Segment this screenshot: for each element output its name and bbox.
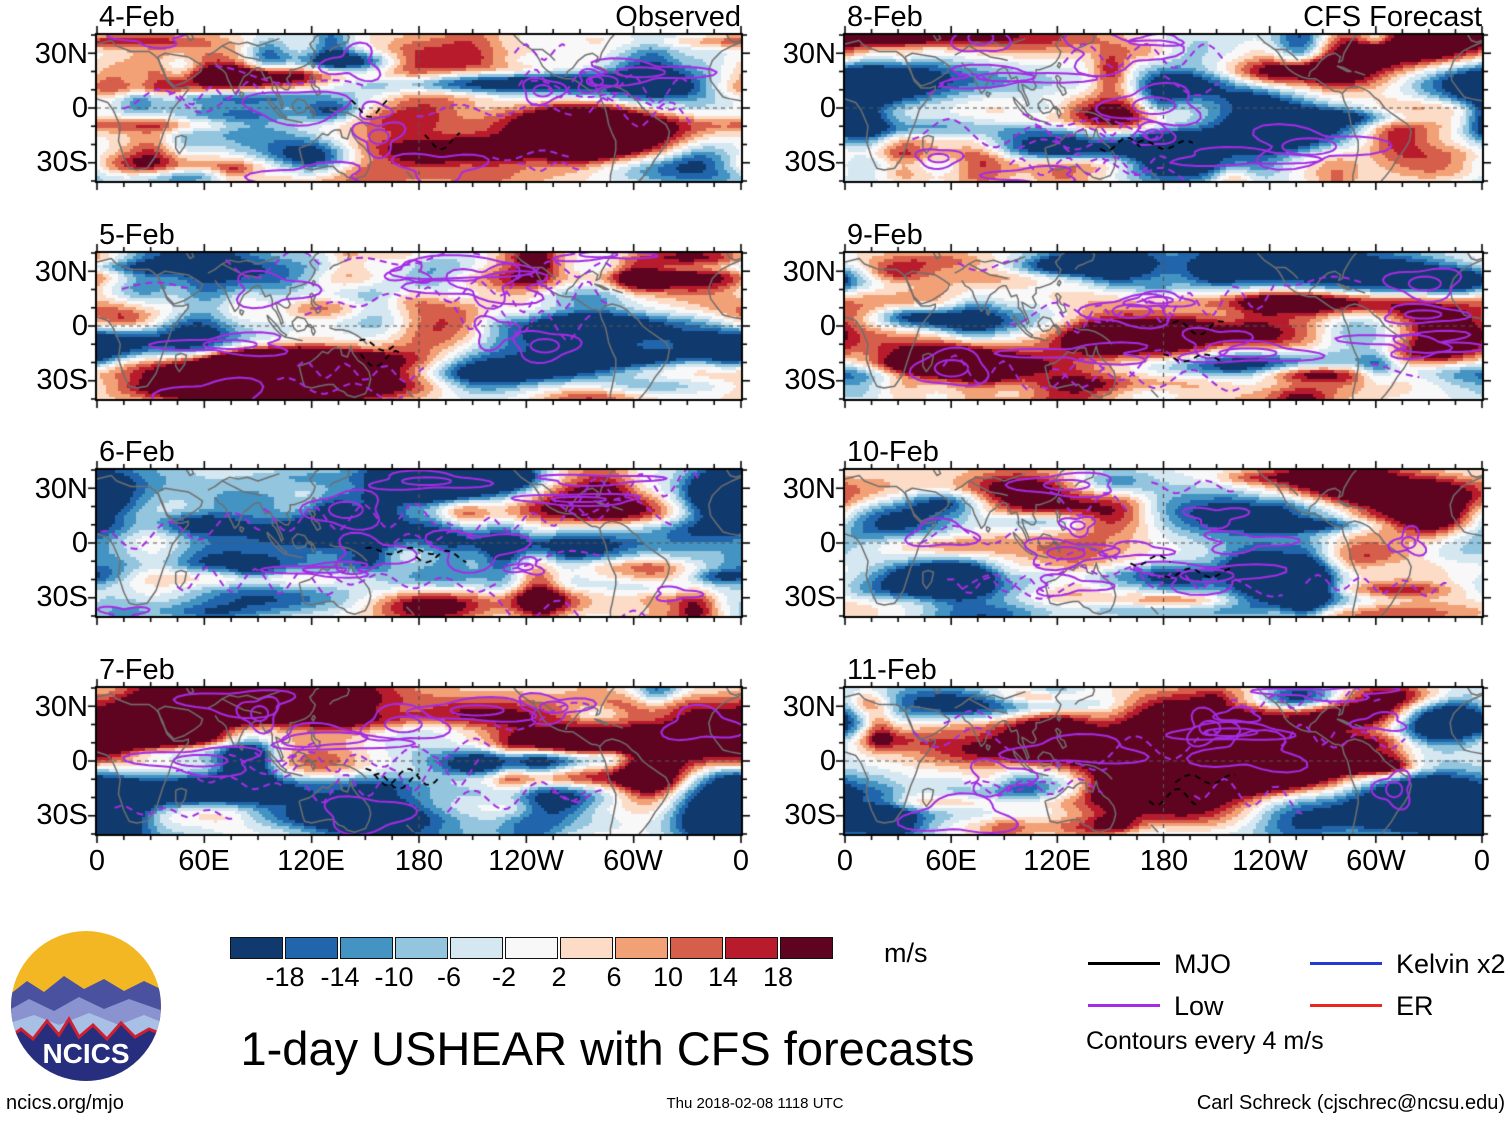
x-tick-label: 120W [1232,845,1308,877]
panel-date-label: 10-Feb [847,436,939,468]
y-tick-label: 30S [784,146,836,178]
legend-label-low: Low [1174,991,1224,1021]
map-panel-6feb-observed [85,458,753,628]
colorbar-tick-label: -2 [491,962,517,992]
map-panel-5feb-observed [85,241,753,411]
x-tick-label: 60E [925,845,977,877]
colorbar-segment [230,937,283,959]
figure-title: 1-day USHEAR with CFS forecasts [240,1022,975,1075]
colorbar-segment [285,937,338,959]
y-tick-label: 30N [782,691,836,723]
map-panel-10feb-cfs-forecast [833,458,1494,628]
y-tick-label: 30S [36,581,88,613]
colorbar-tick-label: -6 [436,962,462,992]
y-tick-label: 30N [782,256,836,288]
x-tick-label: 180 [394,845,444,877]
y-tick-label: 0 [71,745,88,777]
colorbar-tick-label: 14 [707,962,739,992]
y-tick-label: 30N [782,38,836,70]
y-tick-label: 30N [34,38,88,70]
x-tick-label: 60E [178,845,230,877]
y-tick-label: 0 [819,745,836,777]
column-heading-cfs-forecast: CFS Forecast [1303,1,1482,33]
legend-line-low [1088,1004,1160,1007]
colorbar-segment [780,937,833,959]
y-tick-label: 30S [784,581,836,613]
column-heading-observed: Observed [615,1,741,33]
colorbar-tick-label: 6 [606,962,622,992]
colorbar-segment [340,937,393,959]
legend-line-er [1310,1004,1382,1007]
panel-date-label: 11-Feb [847,654,937,686]
colorbar [230,937,833,959]
legend-line-mjo [1088,962,1160,965]
y-tick-label: 0 [819,310,836,342]
x-tick-label: 180 [1139,845,1189,877]
y-tick-label: 30S [36,364,88,396]
y-tick-label: 30N [34,473,88,505]
colorbar-tick-label: 10 [652,962,684,992]
x-tick-label: 0 [88,845,106,877]
colorbar-segment [505,937,558,959]
y-tick-label: 30S [36,799,88,831]
y-tick-label: 0 [71,92,88,124]
y-tick-label: 30N [34,256,88,288]
logo-text: NCICS [42,1038,129,1069]
legend-note: Contours every 4 m/s [1086,1027,1324,1055]
legend-label-kelvin: Kelvin x2 [1396,949,1506,979]
footer-url: ncics.org/mjo [6,1092,124,1114]
x-tick-label: 120E [277,845,345,877]
logo-red-ridgeline [11,1016,161,1043]
y-tick-label: 0 [819,527,836,559]
x-tick-label: 60W [1346,845,1406,877]
colorbar-tick-label: -14 [320,962,360,992]
panel-date-label: 9-Feb [847,219,923,251]
colorbar-segment [670,937,723,959]
footer-timestamp: Thu 2018-02-08 1118 UTC [666,1095,844,1112]
colorbar-segment [450,937,503,959]
colorbar-tick-label: -10 [374,962,414,992]
x-tick-label: 120W [488,845,564,877]
panel-date-label: 7-Feb [99,654,175,686]
x-tick-label: 0 [732,845,750,877]
colorbar-tick-label: 2 [551,962,567,992]
panel-date-label: 5-Feb [99,219,175,251]
y-tick-label: 0 [819,92,836,124]
map-panel-7feb-observed [85,676,753,846]
y-tick-label: 30N [782,473,836,505]
footer-credit: Carl Schreck (cjschrec@ncsu.edu) [1196,1092,1505,1114]
panel-date-label: 4-Feb [99,1,175,33]
y-tick-label: 30S [36,146,88,178]
x-tick-label: 60W [603,845,663,877]
legend-line-kelvin [1310,962,1382,965]
x-tick-label: 120E [1023,845,1091,877]
y-tick-label: 30N [34,691,88,723]
colorbar-units-label: m/s [884,938,928,968]
y-tick-label: 0 [71,527,88,559]
legend-label-er: ER [1396,991,1434,1021]
x-tick-label: 0 [1473,845,1491,877]
map-panel-11feb-cfs-forecast [833,676,1494,846]
x-tick-label: 0 [836,845,854,877]
colorbar-segment [725,937,778,959]
y-tick-label: 0 [71,310,88,342]
map-panel-9feb-cfs-forecast [833,241,1494,411]
legend-label-mjo: MJO [1174,949,1231,979]
colorbar-tick-label: -18 [265,962,305,992]
colorbar-segment [395,937,448,959]
colorbar-segment [560,937,613,959]
map-panel-8feb-cfs-forecast [833,23,1494,193]
colorbar-segment [615,937,668,959]
panel-date-label: 8-Feb [847,1,923,33]
panel-date-label: 6-Feb [99,436,175,468]
y-tick-label: 30S [784,799,836,831]
map-panel-4feb-observed [85,23,753,193]
y-tick-label: 30S [784,364,836,396]
ncics-logo: NCICS [11,931,161,1081]
colorbar-tick-label: 18 [762,962,794,992]
